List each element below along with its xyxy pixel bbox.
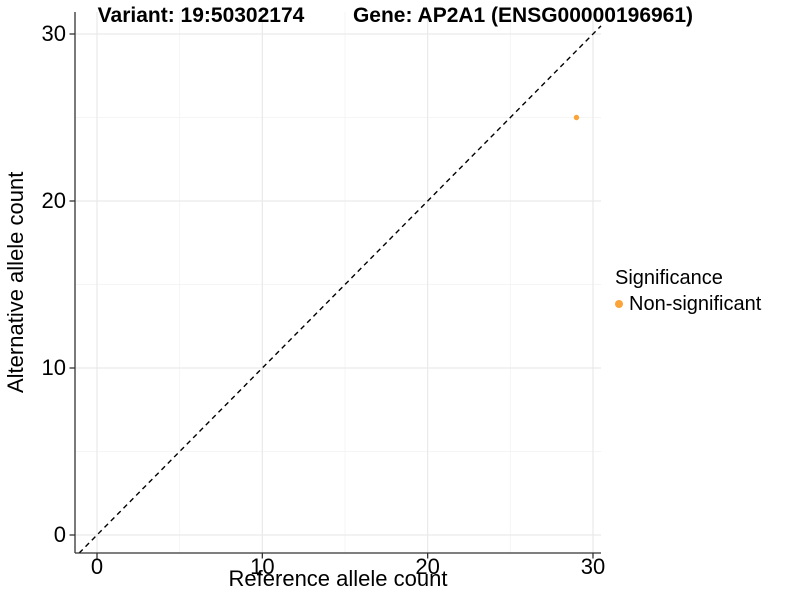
x-tick-label: 10 [250, 554, 275, 579]
y-tick-label: 20 [41, 188, 66, 213]
y-tick-label: 10 [41, 355, 66, 380]
legend-entry: Non-significant [615, 292, 761, 316]
legend: Significance Non-significant [615, 266, 761, 316]
data-point [573, 114, 580, 121]
y-tick-label: 0 [53, 522, 66, 547]
x-tick-label: 30 [580, 554, 606, 579]
legend-point-icon [615, 300, 623, 308]
legend-entry-label: Non-significant [629, 293, 762, 315]
identity-dashed-line [78, 25, 602, 554]
x-axis-label: Reference allele count [228, 566, 448, 591]
legend-title: Significance [615, 267, 723, 289]
y-tick-label: 30 [41, 21, 66, 46]
plot-title-gene: Gene: AP2A1 (ENSG00000196961) [352, 4, 694, 27]
plot-title-variant: Variant: 19:50302174 [97, 4, 305, 27]
x-tick-label: 0 [90, 554, 104, 579]
y-axis-label: Alternative allele count [3, 171, 28, 394]
x-tick-label: 20 [415, 554, 440, 579]
